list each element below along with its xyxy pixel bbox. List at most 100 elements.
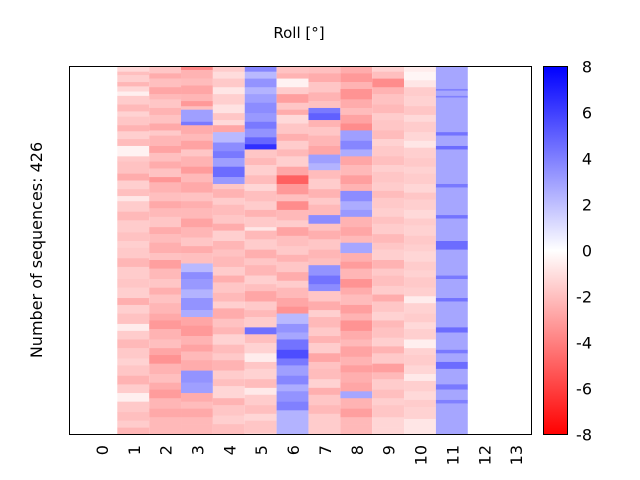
heatmap-cell [340,398,373,409]
heatmap-cell [117,91,150,97]
heatmap-cell [308,223,341,231]
heatmap-cell [372,353,405,364]
heatmap-cell [435,353,468,363]
heatmap-cell [244,275,277,285]
heatmap-cell [212,379,245,387]
heatmap-cell [404,322,436,330]
heatmap-cell [149,182,182,193]
heatmap-cell [404,166,436,174]
heatmap-cell [117,241,150,249]
heatmap-cell [149,253,182,261]
heatmap-cell [372,363,405,373]
heatmap-cell [212,334,245,345]
heatmap-cell [244,183,277,192]
heatmap-cell [276,298,309,307]
heatmap-cell [117,173,150,181]
colorbar-tick-label: 4 [582,150,592,169]
heatmap-cell [212,113,245,121]
heatmap-cell [244,413,277,421]
heatmap-cell [308,178,341,190]
x-tick-label: 5 [252,445,271,455]
heatmap-cell [435,145,468,150]
heatmap-cell [212,415,245,425]
heatmap-cell [149,152,182,162]
heatmap-cell [212,71,245,79]
heatmap-cell [117,375,150,385]
heatmap-cell [276,280,309,288]
heatmap-cell [435,279,468,299]
heatmap-cell [308,284,341,292]
heatmap-cell [117,287,150,299]
heatmap-cell [244,432,277,435]
heatmap-cell [340,253,373,263]
heatmap-cell [181,382,213,394]
heatmap-cell [244,149,277,159]
heatmap-cell [181,109,213,123]
heatmap-cell [244,216,277,228]
heatmap-cell [404,183,436,193]
heatmap-cell [340,279,373,288]
heatmap-cell [372,301,405,313]
heatmap-cell [276,358,309,366]
heatmap-cell [308,215,341,225]
heatmap-cell [404,287,436,297]
heatmap-cell [435,332,468,351]
heatmap-cell [181,424,213,435]
heatmap-cell [340,365,373,373]
heatmap-cell [181,351,213,361]
heatmap-cell [404,66,436,72]
heatmap-cell [404,418,436,434]
heatmap-cell [181,279,213,290]
heatmap-cell [404,365,436,375]
heatmap-cell [340,242,373,254]
heatmap-cell [149,382,182,390]
heatmap-cell [435,95,468,98]
heatmap-cell [308,204,341,216]
heatmap-cell [340,294,373,306]
heatmap-cell [372,260,405,269]
heatmap-cell [404,355,436,366]
heatmap-cell [435,301,468,328]
heatmap-cell [244,144,277,150]
heatmap-cell [149,168,182,178]
heatmap-cell [308,336,341,344]
heatmap-cell [181,201,213,209]
heatmap-cell [181,182,213,193]
heatmap-cell [308,258,341,266]
heatmap-cell [149,431,182,435]
heatmap-cell [276,87,309,95]
heatmap-cell [244,265,277,276]
heatmap-cell [181,149,213,157]
heatmap-cell [181,140,213,150]
heatmap-cell [276,323,309,333]
heatmap-cell [244,175,277,185]
heatmap-cell [149,66,182,74]
heatmap-cell [404,399,436,408]
heatmap-cell [149,260,182,269]
heatmap-cell [435,275,468,280]
heatmap-cell [117,313,150,325]
heatmap-cell [212,177,245,185]
heatmap-cell [212,405,245,416]
heatmap-cell [149,145,182,154]
heatmap-cell [308,361,341,370]
heatmap-cell [117,258,150,268]
heatmap-cell [372,337,405,347]
heatmap-cell [212,104,245,114]
heatmap-cell [181,156,213,168]
heatmap-cell [340,156,373,166]
x-tick-label: 6 [284,445,303,455]
heatmap-cell [244,249,277,259]
heatmap-cell [181,101,213,107]
heatmap-cell [435,149,468,185]
x-tick-label: 8 [348,445,367,455]
heatmap-cell [308,120,341,128]
heatmap-cell [117,412,150,421]
heatmap-cell [404,87,436,97]
colorbar-tick-label: -2 [576,288,592,307]
heatmap-cell [117,365,150,377]
heatmap-cell [308,170,341,180]
heatmap-cell [404,270,436,278]
heatmap-cell [117,266,150,280]
heatmap-cell [372,130,405,140]
